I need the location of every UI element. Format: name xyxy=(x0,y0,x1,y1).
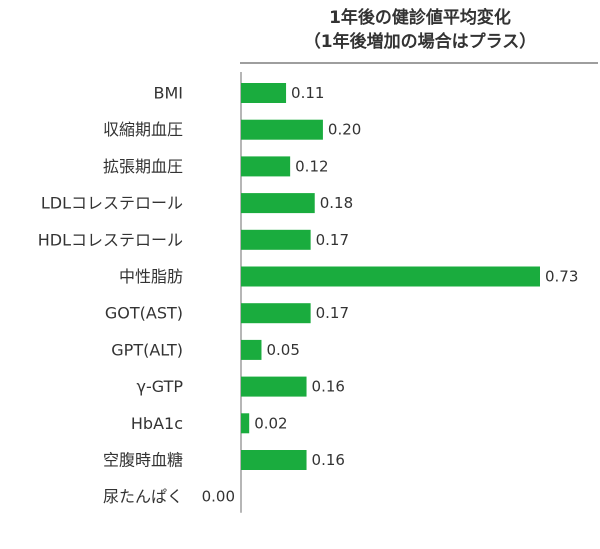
bar xyxy=(241,303,311,324)
data-label: 0.73 xyxy=(545,268,578,286)
category-label: 中性脂肪 xyxy=(119,267,183,286)
category-label: 拡張期血圧 xyxy=(103,157,183,176)
category-label: GPT(ALT) xyxy=(111,340,183,359)
category-label: 尿たんぱく xyxy=(103,487,183,506)
bar xyxy=(241,413,250,434)
bar xyxy=(241,339,262,360)
bar xyxy=(241,193,315,214)
data-label: 0.00 xyxy=(202,488,235,506)
category-label: GOT(AST) xyxy=(105,304,183,323)
data-label: 0.17 xyxy=(316,304,349,322)
category-label: 空腹時血糖 xyxy=(103,451,183,470)
data-label: 0.17 xyxy=(316,231,349,249)
category-label: LDLコレステロール xyxy=(41,194,183,213)
category-label: BMI xyxy=(154,84,184,103)
data-label: 0.05 xyxy=(266,341,299,359)
bar xyxy=(241,266,540,287)
title-underline xyxy=(240,62,598,64)
category-label: HDLコレステロール xyxy=(38,230,183,249)
category-label: HbA1c xyxy=(131,414,183,433)
data-label: 0.12 xyxy=(295,157,328,175)
bar xyxy=(241,376,307,397)
bar xyxy=(241,229,311,250)
data-label: 0.20 xyxy=(328,121,361,139)
data-label: 0.16 xyxy=(312,378,345,396)
chart-title-line-1: 1年後の健診値平均変化 xyxy=(329,8,511,28)
bar xyxy=(241,119,323,140)
category-label: γ-GTP xyxy=(137,377,184,396)
chart-title-line-2: （1年後増加の場合はプラス） xyxy=(303,32,537,52)
category-label: 収縮期血圧 xyxy=(103,120,183,139)
data-label: 0.18 xyxy=(320,194,353,212)
data-label: 0.11 xyxy=(291,84,324,102)
bar xyxy=(241,83,287,103)
bar xyxy=(241,156,291,177)
data-label: 0.02 xyxy=(254,414,287,432)
data-label: 0.16 xyxy=(312,451,345,469)
bar xyxy=(241,450,307,470)
